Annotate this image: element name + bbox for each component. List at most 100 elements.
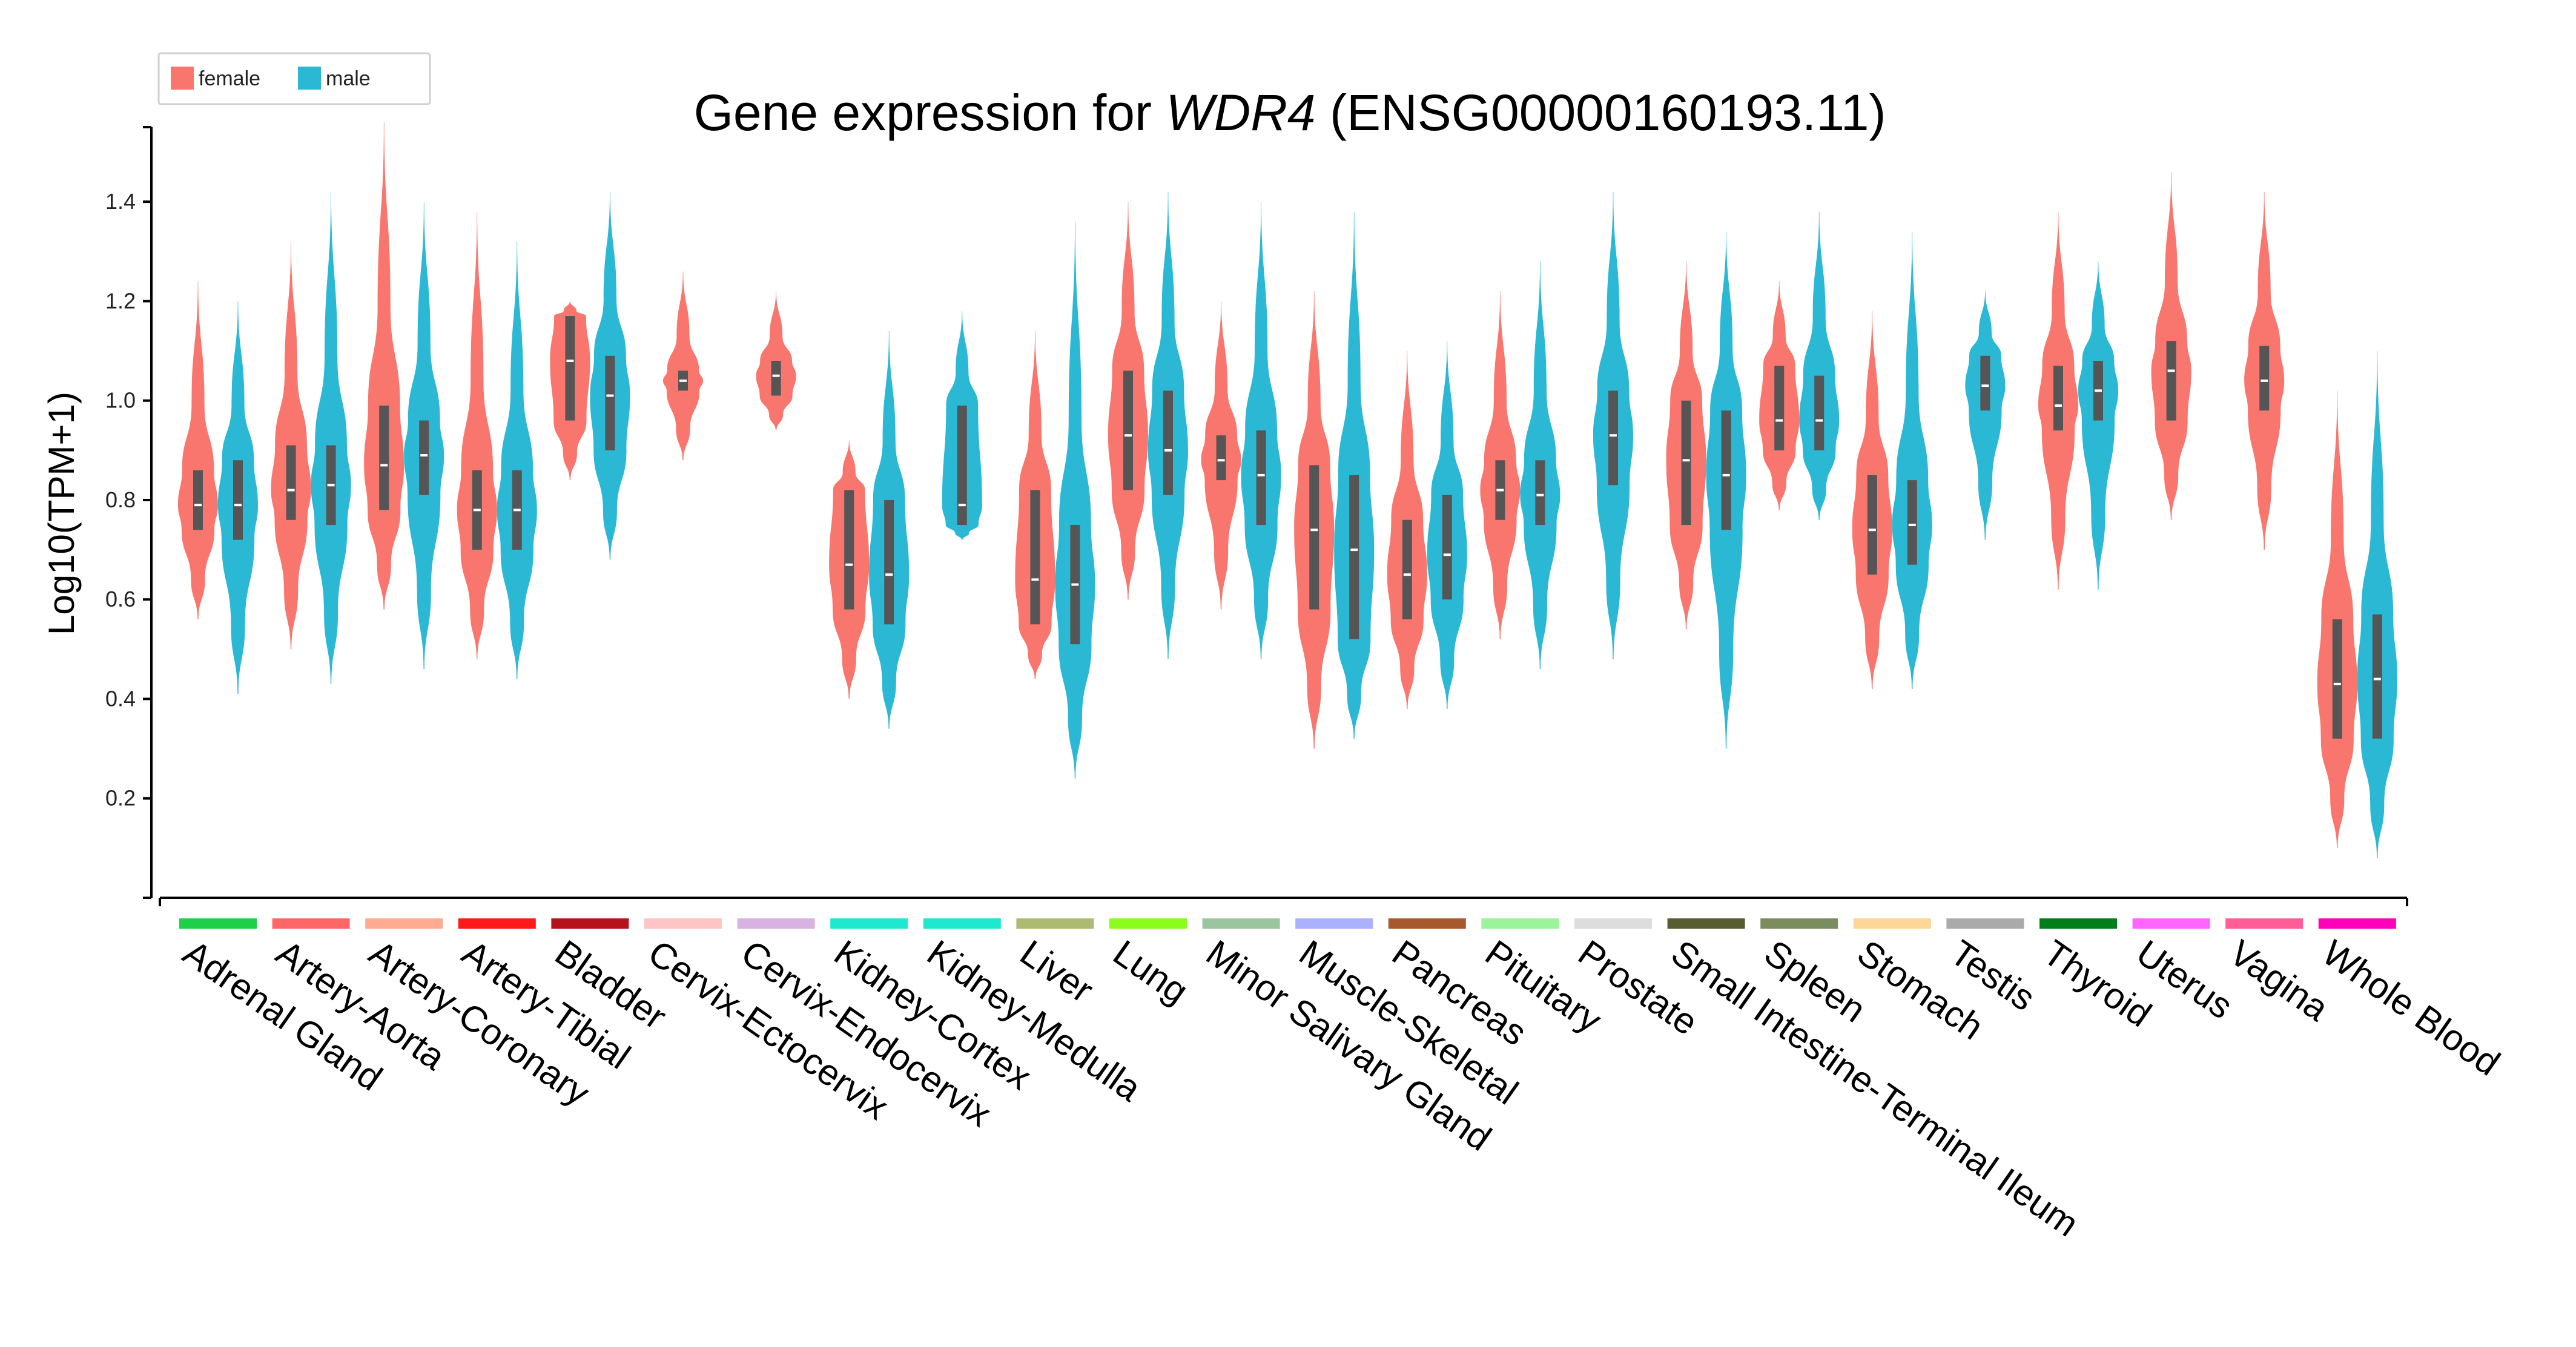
- tissue-color-bar: [179, 918, 257, 929]
- tissue-color-bar: [458, 918, 536, 929]
- chart-title-gene: WDR4: [1166, 84, 1315, 141]
- tissue-color-bar: [1109, 918, 1187, 929]
- box-male: [419, 420, 429, 495]
- box-female: [2332, 619, 2342, 739]
- category-testis: Testis: [1943, 291, 2043, 1019]
- violin-male: [1965, 291, 2006, 540]
- box-male: [1442, 495, 1452, 600]
- x-tick-label: Vagina: [2222, 932, 2336, 1029]
- category-liver: Liver: [1013, 222, 1101, 1010]
- violin-male: [2357, 351, 2397, 858]
- violin-male: [1892, 231, 1932, 690]
- tissue-color-bar: [551, 918, 629, 929]
- box-male: [1814, 375, 1825, 450]
- box-male: [884, 499, 894, 625]
- y-tick-label: 0.8: [105, 487, 136, 512]
- box-male: [1163, 390, 1173, 495]
- box-female: [1867, 475, 1877, 575]
- box-male: [1608, 390, 1618, 486]
- box-male: [605, 355, 615, 450]
- box-male: [2372, 614, 2382, 739]
- tissue-color-bar: [1388, 918, 1466, 929]
- category-whole-blood: Whole Blood: [2315, 351, 2507, 1084]
- tissue-color-bar: [365, 918, 443, 929]
- chart-title: Gene expression for WDR4 (ENSG0000016019…: [694, 84, 1886, 141]
- box-female: [1216, 435, 1226, 481]
- box-female: [193, 470, 203, 530]
- tissue-color-bar: [1667, 918, 1745, 929]
- y-axis-label: Log10(TPM+1): [41, 392, 82, 635]
- chart-title-suffix: (ENSG00000160193.11): [1316, 84, 1886, 141]
- y-tick-label: 0.6: [105, 587, 136, 611]
- tissue-color-bar: [2132, 918, 2210, 929]
- box-female: [565, 316, 575, 421]
- violin-male: [1334, 211, 1375, 739]
- box-female: [1774, 366, 1785, 450]
- box-male: [1721, 410, 1731, 530]
- tissue-color-bar: [2318, 918, 2396, 929]
- box-female: [1309, 465, 1319, 610]
- legend-label-female: female: [199, 67, 260, 90]
- tissue-color-bar: [644, 918, 722, 929]
- tissue-color-bar: [1946, 918, 2024, 929]
- tissue-color-bar: [1853, 918, 1931, 929]
- category-lung: Lung: [1106, 191, 1196, 1012]
- box-female: [379, 405, 389, 510]
- tissue-color-bar: [1481, 918, 1559, 929]
- violin-female: [457, 211, 497, 659]
- category-spleen: Spleen: [1757, 211, 1873, 1030]
- violin-female: [364, 122, 405, 610]
- y-tick-label: 1.0: [105, 388, 136, 413]
- tissue-color-bar: [737, 918, 815, 929]
- tissue-color-bar: [923, 918, 1001, 929]
- box-female: [1030, 490, 1040, 625]
- box-male: [1256, 430, 1266, 525]
- violin-female: [178, 281, 218, 620]
- violin-female: [663, 271, 703, 461]
- category-thyroid: Thyroid: [2036, 211, 2159, 1035]
- box-female: [286, 445, 296, 520]
- legend-label-male: male: [326, 67, 371, 90]
- chart-title-prefix: Gene expression for: [694, 84, 1166, 141]
- violin-male: [497, 241, 537, 679]
- violin-female: [756, 291, 796, 430]
- tissue-color-bar: [1016, 918, 1094, 929]
- tissue-color-bar: [1574, 918, 1652, 929]
- category-vagina: Vagina: [2222, 191, 2336, 1029]
- box-female: [2053, 366, 2063, 430]
- violin-male: [1055, 222, 1095, 779]
- box-male: [233, 460, 243, 540]
- violin-male: [2078, 261, 2118, 590]
- tissue-color-bar: [1295, 918, 1373, 929]
- box-male: [1980, 355, 1990, 411]
- violin-male: [1799, 211, 1840, 520]
- box-female: [844, 490, 854, 610]
- y-tick-label: 1.2: [105, 288, 136, 313]
- y-tick-label: 0.2: [105, 786, 136, 811]
- x-tick-label: Whole Blood: [2315, 932, 2507, 1084]
- y-tick-label: 0.4: [105, 686, 136, 711]
- box-male: [1535, 460, 1545, 525]
- box-male: [1349, 475, 1359, 639]
- box-male: [1907, 480, 1917, 565]
- tissue-color-bar: [1202, 918, 1280, 929]
- tissue-color-bar: [1760, 918, 1838, 929]
- tissue-color-bar: [830, 918, 908, 929]
- x-tick-label: Thyroid: [2036, 932, 2159, 1035]
- tissue-color-bar: [2225, 918, 2304, 929]
- box-female: [2166, 341, 2176, 421]
- box-female: [2259, 346, 2270, 411]
- legend-box: [157, 52, 431, 105]
- legend: female male: [157, 52, 431, 105]
- legend-swatch-male: [298, 67, 321, 90]
- box-female: [1402, 519, 1412, 620]
- legend-swatch-female: [171, 67, 194, 90]
- violin-male: [311, 191, 351, 684]
- box-male: [957, 405, 967, 525]
- category-bladder: Bladder: [548, 191, 674, 1037]
- tissue-color-bar: [272, 918, 350, 929]
- tissue-color-bar: [2039, 918, 2117, 929]
- x-tick-label: Lung: [1106, 932, 1196, 1012]
- box-female: [771, 361, 781, 396]
